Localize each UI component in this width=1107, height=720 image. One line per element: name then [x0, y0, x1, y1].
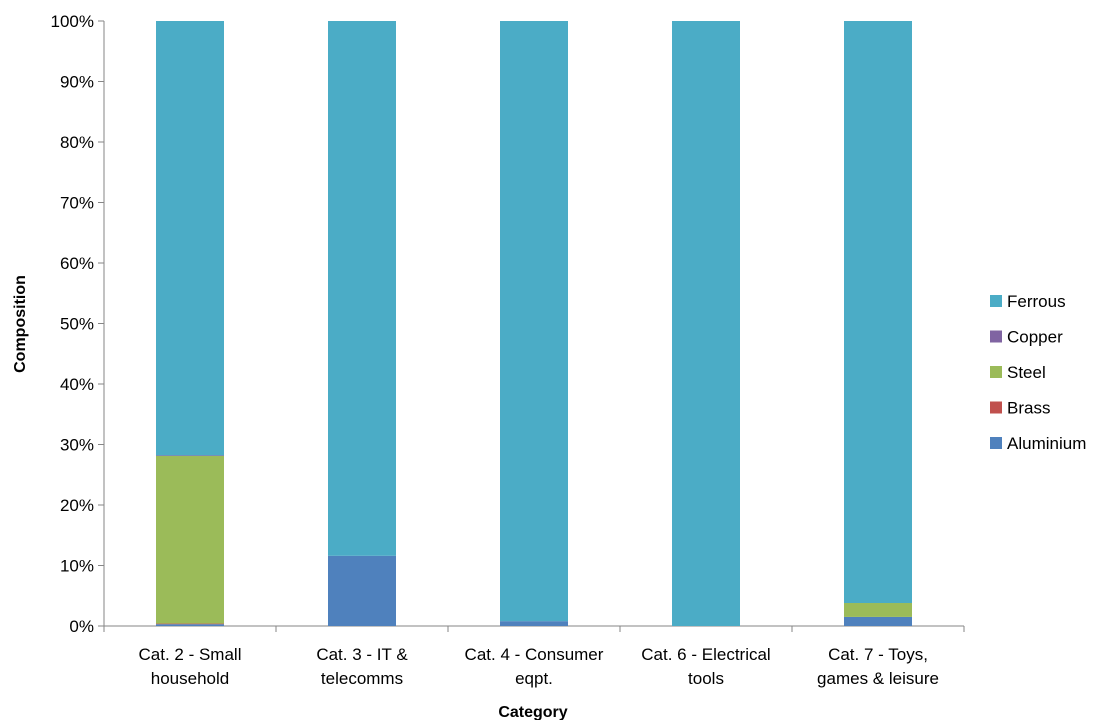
x-tick-label-line: Cat. 7 - Toys,	[828, 645, 928, 664]
x-tick-label: Cat. 2 - Small household	[139, 645, 242, 688]
x-tick-label-line: eqpt.	[515, 669, 553, 688]
x-tick-label: Cat. 6 - Electrical tools	[641, 645, 770, 688]
x-tick-label-line: Cat. 2 - Small	[139, 645, 242, 664]
x-axis	[103, 625, 965, 632]
legend-label: Copper	[1007, 328, 1063, 347]
bar-copper-1	[156, 455, 224, 456]
category-labels: Cat. 2 - Small household Cat. 3 - IT & tele…	[139, 645, 939, 688]
legend-label: Brass	[1007, 399, 1050, 418]
x-tick-label-line: household	[151, 669, 229, 688]
legend-label: Aluminium	[1007, 434, 1086, 453]
y-tick-label: 10%	[60, 557, 94, 576]
legend-item-brass: Brass	[990, 399, 1050, 418]
y-tick-label: 70%	[60, 194, 94, 213]
legend-swatch	[990, 401, 1002, 414]
x-tick-label-line: Cat. 3 - IT &	[316, 645, 408, 664]
bar-ferrous-5	[844, 21, 912, 604]
bar-brass-1	[156, 623, 224, 625]
x-tick-label: Cat. 3 - IT & telecomms	[316, 645, 408, 688]
bar-ferrous-4	[672, 21, 740, 626]
bar-aluminium-3	[500, 621, 568, 626]
legend-item-aluminium: Aluminium	[990, 434, 1086, 453]
bar-steel-5	[844, 603, 912, 617]
x-tick-label-line: games & leisure	[817, 669, 939, 688]
y-tick-label: 40%	[60, 375, 94, 394]
y-tick-label: 100%	[51, 12, 94, 31]
legend-label: Steel	[1007, 363, 1046, 382]
x-axis-title: Category	[498, 704, 567, 720]
legend-swatch	[990, 330, 1002, 343]
legend-swatch	[990, 366, 1002, 378]
y-axis: 0% 10% 20% 30% 40% 50% 60% 70% 80% 90% 100%	[51, 12, 105, 636]
x-tick-label: Cat. 4 - Consumer eqpt.	[465, 645, 604, 688]
bar-steel-1	[156, 455, 224, 624]
y-tick-label: 20%	[60, 496, 94, 515]
legend: Ferrous Copper Steel Brass Aluminium	[990, 292, 1086, 453]
x-tick-label-line: Cat. 6 - Electrical	[641, 645, 770, 664]
x-tick-label: Cat. 7 - Toys, games & leisure	[817, 645, 939, 688]
y-tick-label: 30%	[60, 436, 94, 455]
y-tick-label: 90%	[60, 73, 94, 92]
bar-aluminium-5	[844, 616, 912, 626]
y-tick-label: 0%	[69, 617, 94, 636]
x-tick-label-line: telecomms	[321, 669, 403, 688]
bar-ferrous-2	[328, 21, 396, 556]
x-tick-label-line: Cat. 4 - Consumer	[465, 645, 604, 664]
bar-aluminium-2	[328, 555, 396, 626]
bar-ferrous-3	[500, 21, 568, 622]
legend-item-steel: Steel	[990, 363, 1046, 382]
bar-aluminium-1	[156, 624, 224, 626]
y-tick-label: 60%	[60, 254, 94, 273]
legend-swatch	[990, 295, 1002, 307]
legend-swatch	[990, 437, 1002, 449]
legend-item-copper: Copper	[990, 328, 1063, 347]
bars	[156, 21, 912, 626]
y-axis-title: Composition	[12, 275, 29, 373]
legend-label: Ferrous	[1007, 292, 1066, 311]
bar-ferrous-1	[156, 21, 224, 456]
legend-item-ferrous: Ferrous	[990, 292, 1066, 311]
y-tick-label: 80%	[60, 133, 94, 152]
x-tick-label-line: tools	[688, 669, 724, 688]
y-tick-label: 50%	[60, 315, 94, 334]
